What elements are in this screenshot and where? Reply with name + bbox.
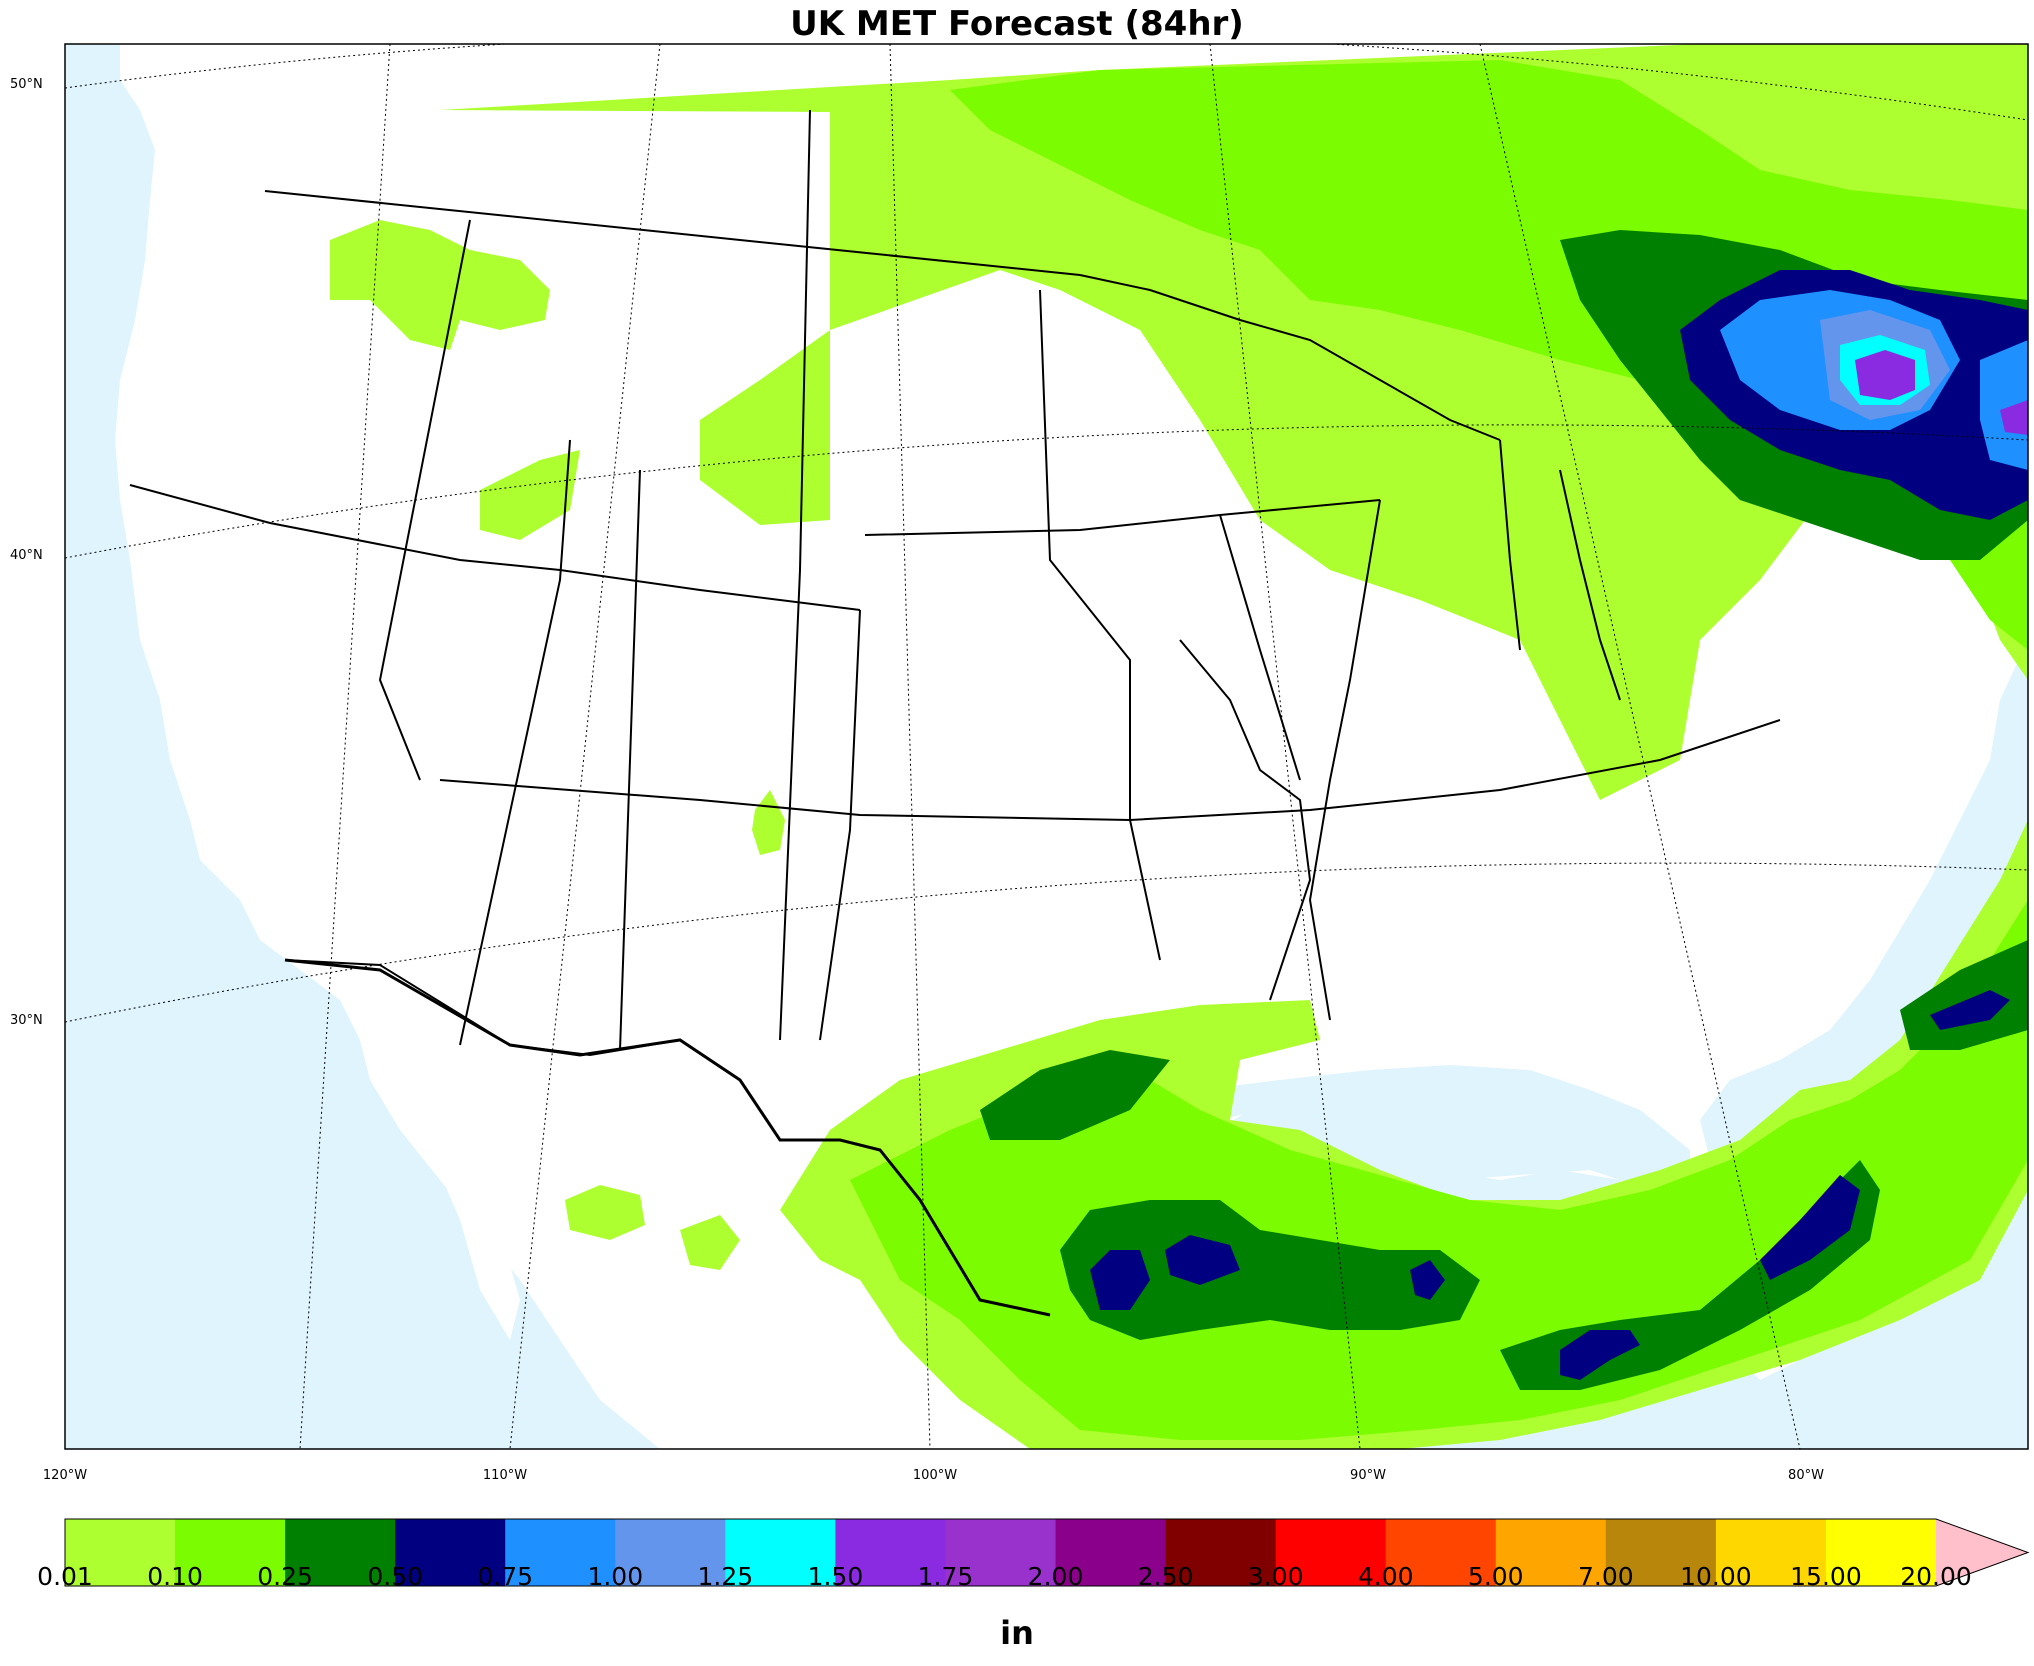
colorbar-tick-label: 1.75 [917,1562,974,1591]
colorbar-swatch [945,1519,1057,1586]
colorbar-swatch [725,1519,836,1586]
graticule [65,44,2028,1449]
lon-label-100: 100°W [912,1468,958,1483]
colorbar-tick-label: 3.00 [1247,1562,1304,1591]
colorbar-unit-label: in [1000,1614,1034,1652]
precip-band-0.25-tx [980,1050,1170,1140]
colorbar-tick-label: 15.00 [1790,1562,1862,1591]
colorbar-tick-label: 0.10 [147,1562,203,1591]
colorbar-swatch [65,1519,176,1586]
colorbar-swatch [505,1519,616,1586]
map-title: UK MET Forecast (84hr) [790,4,1244,44]
precip-band-0.50-tx [1090,1250,1150,1310]
precip-band-0.50-fl [1760,1175,1860,1280]
precip-band-0.10 [950,60,2028,650]
colorbar-tick-label: 2.00 [1027,1562,1084,1591]
precip-band-0.01-idaho [480,450,580,540]
precip-band-1.50 [1855,350,1915,400]
precip-band-0.50-atl [1930,990,2010,1030]
precip-band-1.50-ne [2000,400,2028,435]
colorbar-swatch [1055,1519,1167,1586]
colorbar-swatch [1825,1519,1937,1586]
lat-label-30: 30°N [10,1013,43,1028]
colorbar-tick-label: 4.00 [1357,1562,1414,1591]
precip-band-0.50-tx2 [1165,1235,1240,1285]
precip-band-0.25-gulf [1060,1200,1480,1340]
colorbar-swatch [615,1519,726,1586]
colorbar-tick-label: 7.00 [1577,1562,1634,1591]
colorbar-outline [64,1518,2030,1587]
colorbar-tick-label: 10.00 [1680,1562,1752,1591]
colorbar-extend-arrow [1936,1519,2028,1586]
colorbar-tick-label: 0.01 [37,1562,93,1591]
precip-band-0.01-az [565,1185,645,1240]
colorbar-tick-label: 1.25 [697,1562,754,1591]
colorbar-tick-label: 0.50 [367,1562,424,1591]
lon-label-80: 80°W [1788,1468,1824,1483]
colorbar-swatch [175,1519,286,1586]
colorbar-swatch [1275,1519,1387,1586]
colorbar-swatch [1495,1519,1607,1586]
colorbar-tick-label: 2.50 [1137,1562,1194,1591]
colorbar-swatch [835,1519,946,1586]
colorbar-tick-label: 1.00 [587,1562,644,1591]
precip-band-0.01-west [330,220,550,350]
precip-band-0.01-chi [680,1215,740,1270]
colorbar-tick-label: 0.75 [477,1562,534,1591]
map-frame [64,43,2029,1450]
colorbar-tick-label: 1.50 [807,1562,864,1591]
colorbar-swatch [395,1519,506,1586]
colorbar-swatch [1385,1519,1497,1586]
baja-peninsula [370,1020,520,1340]
colorbar-tick-label: 5.00 [1467,1562,1524,1591]
lon-label-110: 110°W [482,1468,528,1483]
colorbar-swatch [1165,1519,1277,1586]
lat-label-40: 40°N [10,548,43,563]
lon-label-90: 90°W [1350,1468,1386,1483]
precip-band-0.50-la [1410,1260,1445,1300]
us-mexico-border [284,958,1051,1317]
precip-band-0.25-atl [1900,940,2028,1050]
colorbar-tick-label: 0.25 [257,1562,313,1591]
colorbar-tick-label: 20.00 [1900,1562,1972,1591]
colorbar-swatch [285,1519,396,1586]
lat-label-50: 50°N [10,77,43,92]
lon-label-120: 120°W [42,1468,88,1483]
colorbar-swatch [1605,1519,1717,1586]
precip-band-0.50-gulf [1560,1330,1640,1380]
precipitation-contours [330,44,2028,1449]
colorbar-swatch [1715,1519,1827,1586]
